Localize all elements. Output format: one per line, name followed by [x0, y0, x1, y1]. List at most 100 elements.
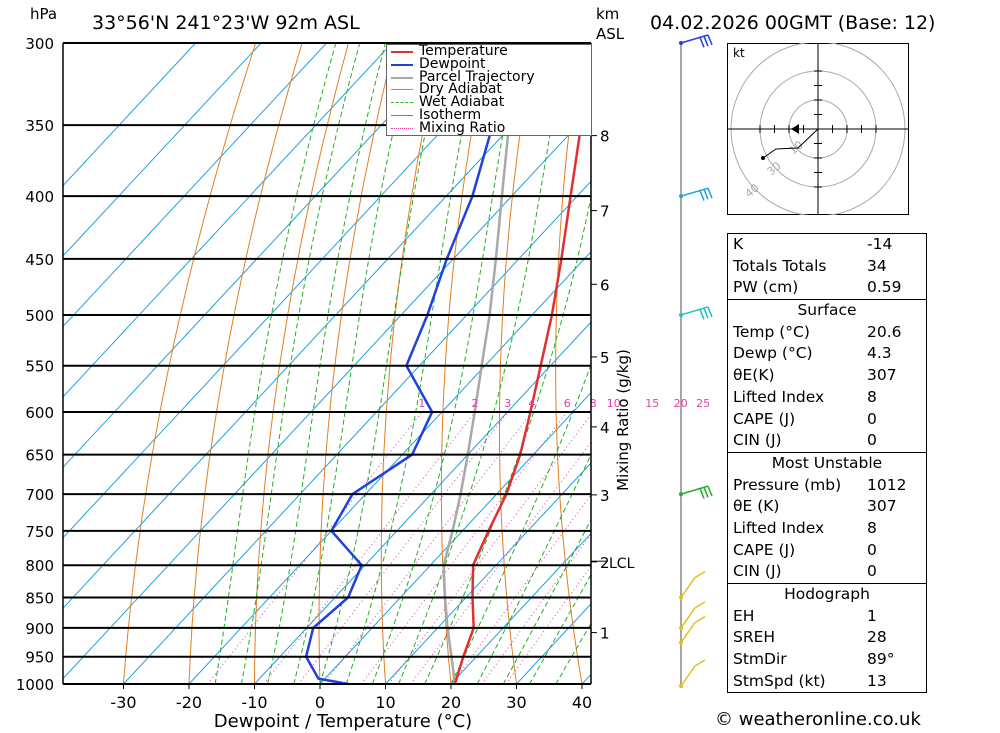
mixing-ratio-axis-label: Mixing Ratio (g/kg) [614, 349, 632, 491]
hodo-row: SREH 28 [733, 628, 887, 647]
indices-table: K -14 Totals Totals 34 PW (cm) 0.59 Surface… [727, 233, 927, 694]
hodo-row: EH 1 [733, 606, 877, 625]
hodograph: kt 10 30 40 [727, 43, 909, 215]
wet-adiabat-line [240, 43, 361, 684]
mu-row: CAPE (J) 0 [733, 540, 877, 559]
dewpoint-curve [304, 43, 512, 684]
isotherm-line [63, 43, 327, 328]
index-row-k: K -14 [733, 235, 893, 253]
chart-legend: Temperature Dewpoint Parcel Trajectory D… [386, 44, 592, 136]
wind-barb-flag [694, 570, 706, 579]
height-tick-label: 8 [600, 128, 610, 146]
wind-barb-flag [699, 309, 705, 320]
height-tick-label: 6 [600, 276, 610, 294]
storm-motion-marker [791, 124, 799, 134]
legend-item-isotherm: Isotherm [387, 108, 591, 122]
wind-barb-staff [680, 485, 709, 495]
wind-barb-staff [680, 34, 709, 44]
pressure-unit-label: hPa [30, 5, 58, 23]
index-row-pw: PW (cm) 0.59 [733, 278, 902, 297]
legend-item-mixing-ratio: Mixing Ratio [387, 121, 591, 135]
wind-barb-flag [707, 485, 713, 497]
x-tick-label: -30 [110, 693, 136, 712]
wind-barb-flag [707, 34, 713, 46]
index-row-totals: Totals Totals 34 [733, 256, 887, 275]
dry-adiabat-line [123, 43, 257, 684]
hodo-row: StmSpd (kt) 13 [733, 671, 887, 690]
hodograph-header: Hodograph [728, 583, 926, 606]
wind-barb-flag [694, 659, 706, 667]
wet-adiabat-line [424, 194, 591, 684]
wind-barb-staff [680, 665, 696, 687]
isotherm-line [63, 43, 458, 469]
wind-barb-flag [703, 35, 709, 47]
mixing-ratio-label: 1 [418, 397, 425, 410]
copyright-link[interactable]: © weatheronline.co.uk [715, 709, 921, 730]
most-unstable-header: Most Unstable [728, 451, 926, 475]
isotherm-line [123, 180, 591, 684]
lcl-label: LCL [609, 556, 635, 572]
surface-row: Lifted Index 8 [733, 387, 877, 406]
isotherm-line [254, 321, 591, 684]
mixing-ratio-label: 6 [564, 397, 571, 410]
mu-row: CIN (J) 0 [733, 562, 877, 581]
temperature-curve [453, 72, 591, 684]
x-tick-label: 20 [441, 693, 461, 712]
mu-row: θE (K) 307 [733, 497, 897, 516]
wet-adiabat-line [293, 43, 414, 684]
surface-row: CIN (J) 0 [733, 431, 877, 450]
legend-item-dry-adiabat: Dry Adiabat [387, 82, 591, 96]
legend-item-dewpoint: Dewpoint [387, 57, 591, 71]
legend-item-temperature: Temperature [387, 44, 591, 58]
isotherm-line [385, 462, 591, 684]
x-tick-label: 10 [375, 693, 395, 712]
dry-adiabat-line [952, 43, 1000, 684]
mixing-ratio-line [323, 411, 533, 684]
dry-adiabat-line [318, 43, 396, 684]
x-tick-label: -10 [241, 693, 267, 712]
wet-adiabat-line [502, 518, 591, 684]
mixing-ratio-label: 4 [528, 397, 535, 410]
isotherm-line [63, 43, 262, 257]
pressure-tick-label: 450 [25, 251, 54, 269]
wind-barb-flag [703, 307, 709, 319]
x-tick-label: -20 [176, 693, 202, 712]
hodograph-unit: kt [733, 46, 745, 60]
mixing-ratio-line [298, 411, 509, 684]
surface-header: Surface [728, 299, 926, 322]
height-tick-label: 5 [600, 349, 610, 367]
legend-item-parcel: Parcel Trajectory [387, 70, 591, 84]
mixing-ratio-line [360, 411, 568, 684]
mixing-ratio-label: 2 [472, 397, 479, 410]
surface-row: θE(K) 307 [733, 366, 897, 385]
wind-barb-flag [699, 37, 705, 48]
height-tick-label: 3 [600, 487, 610, 505]
hodograph-trace [762, 128, 819, 159]
surface-row: Temp (°C) 20.6 [733, 322, 902, 341]
location-title: 33°56'N 241°23'W 92m ASL [92, 12, 360, 34]
pressure-tick-label: 300 [25, 35, 54, 53]
pressure-tick-label: 500 [25, 307, 54, 325]
pressure-tick-label: 700 [25, 486, 54, 504]
height-unit-km: km [596, 5, 620, 23]
surface-row: CAPE (J) 0 [733, 409, 877, 428]
mixing-ratio-label: 3 [504, 397, 511, 410]
wind-barb-flag [694, 615, 706, 624]
wind-barb-staff [680, 306, 709, 316]
wind-barb-flag [707, 187, 713, 199]
wind-barb-staff [680, 622, 696, 643]
height-unit-asl: ASL [596, 25, 625, 43]
wind-barb-staff [680, 577, 696, 598]
wet-adiabat-line [476, 453, 591, 684]
mu-row: Lifted Index 8 [733, 518, 877, 537]
pressure-tick-label: 900 [25, 620, 54, 638]
pressure-tick-label: 400 [25, 188, 54, 206]
wet-adiabat-line [214, 43, 337, 684]
x-tick-label: 40 [572, 693, 592, 712]
isotherm-line [450, 532, 591, 684]
parcel-trajectory-curve [442, 43, 525, 684]
wind-barb-flag [707, 306, 713, 318]
mixing-ratio-label: 10 [607, 397, 621, 410]
isotherm-line [188, 250, 591, 684]
